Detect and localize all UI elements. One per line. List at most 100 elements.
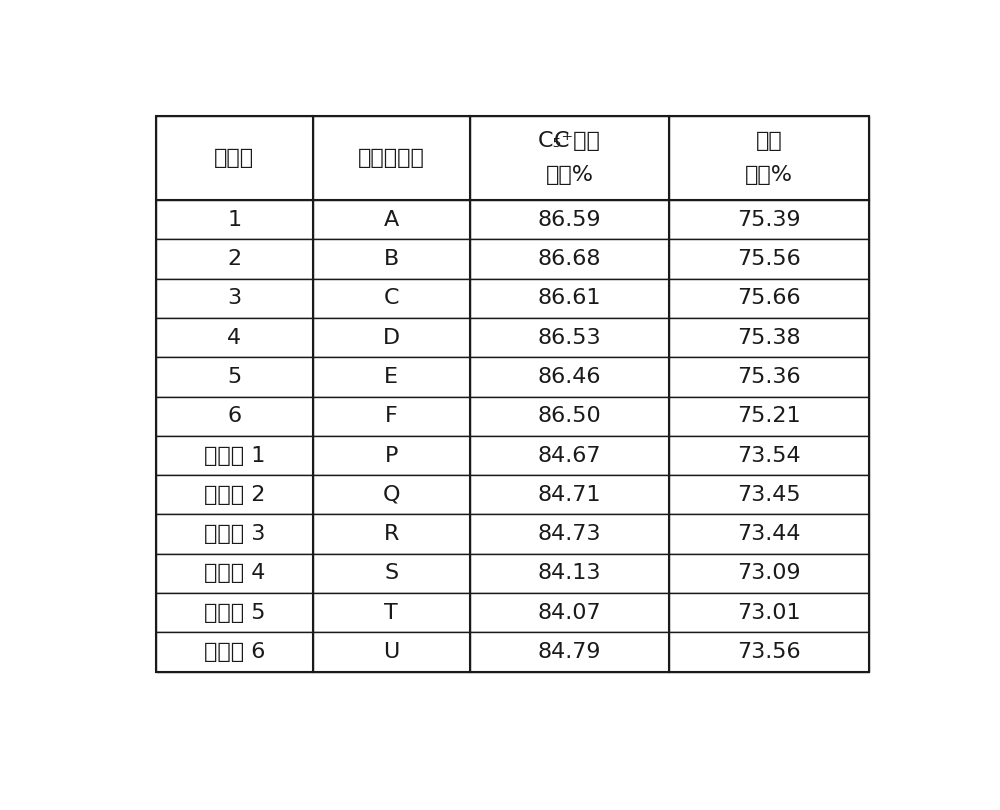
Text: 6: 6 <box>227 407 241 426</box>
Text: P: P <box>385 446 398 466</box>
Text: C: C <box>384 288 399 309</box>
Bar <box>470 475 669 514</box>
Bar <box>313 200 470 240</box>
Bar <box>156 116 869 671</box>
Text: 75.56: 75.56 <box>737 249 801 269</box>
Text: 73.01: 73.01 <box>737 603 801 623</box>
Text: 84.07: 84.07 <box>538 603 601 623</box>
Text: 对比例 1: 对比例 1 <box>204 446 265 466</box>
Bar <box>156 633 313 671</box>
Bar <box>313 318 470 357</box>
Text: 质量%: 质量% <box>546 165 594 185</box>
Bar <box>669 279 869 318</box>
Bar <box>669 633 869 671</box>
Text: 86.50: 86.50 <box>538 407 601 426</box>
Text: 75.39: 75.39 <box>737 210 801 230</box>
Bar <box>470 200 669 240</box>
Bar <box>156 318 313 357</box>
Bar <box>470 357 669 397</box>
Text: 84.13: 84.13 <box>538 564 601 583</box>
Text: 73.09: 73.09 <box>737 564 801 583</box>
Bar <box>156 357 313 397</box>
Text: 86.53: 86.53 <box>538 327 601 347</box>
Text: 75.66: 75.66 <box>737 288 801 309</box>
Text: 75.36: 75.36 <box>737 367 801 387</box>
Bar <box>669 240 869 279</box>
Text: 实施例: 实施例 <box>214 148 254 168</box>
Text: C: C <box>554 131 570 151</box>
Text: T: T <box>384 603 398 623</box>
Text: 对比例 4: 对比例 4 <box>204 564 265 583</box>
Bar <box>470 318 669 357</box>
Text: C₅⁺收率: C₅⁺收率 <box>538 131 601 151</box>
Bar <box>669 554 869 593</box>
Text: 84.71: 84.71 <box>538 485 601 505</box>
Text: 75.21: 75.21 <box>737 407 801 426</box>
Bar <box>313 240 470 279</box>
Text: 2: 2 <box>227 249 241 269</box>
Bar <box>156 514 313 554</box>
Text: 质量%: 质量% <box>745 165 793 185</box>
Bar <box>669 357 869 397</box>
Text: 86.59: 86.59 <box>538 210 601 230</box>
Text: 84.79: 84.79 <box>538 642 601 662</box>
Bar <box>669 593 869 633</box>
Bar <box>156 436 313 475</box>
Text: 3: 3 <box>227 288 241 309</box>
Text: E: E <box>384 367 398 387</box>
Bar <box>156 200 313 240</box>
Bar <box>669 475 869 514</box>
Bar <box>470 593 669 633</box>
Bar <box>313 397 470 436</box>
Text: 73.45: 73.45 <box>737 485 801 505</box>
Bar <box>313 514 470 554</box>
Text: S: S <box>384 564 398 583</box>
Text: 催化剂编号: 催化剂编号 <box>358 148 425 168</box>
Bar <box>156 475 313 514</box>
Bar <box>669 200 869 240</box>
Bar <box>313 357 470 397</box>
Text: 对比例 5: 对比例 5 <box>204 603 265 623</box>
Text: 84.67: 84.67 <box>538 446 601 466</box>
Text: Q: Q <box>383 485 400 505</box>
Text: D: D <box>383 327 400 347</box>
Bar <box>470 279 669 318</box>
Text: A: A <box>384 210 399 230</box>
Text: 86.61: 86.61 <box>538 288 601 309</box>
Bar <box>156 279 313 318</box>
Bar <box>669 514 869 554</box>
Text: U: U <box>383 642 399 662</box>
Bar <box>470 514 669 554</box>
Text: 73.44: 73.44 <box>737 524 801 544</box>
Bar <box>156 116 313 200</box>
Bar <box>156 240 313 279</box>
Text: 5: 5 <box>227 367 242 387</box>
Bar <box>313 633 470 671</box>
Text: 4: 4 <box>227 327 241 347</box>
Bar <box>470 633 669 671</box>
Text: 73.56: 73.56 <box>737 642 801 662</box>
Bar <box>313 279 470 318</box>
Text: 75.38: 75.38 <box>737 327 801 347</box>
Bar <box>470 436 669 475</box>
Text: 84.73: 84.73 <box>538 524 601 544</box>
Text: 芳含: 芳含 <box>756 131 783 151</box>
Bar <box>313 554 470 593</box>
Bar <box>156 554 313 593</box>
Text: 对比例 2: 对比例 2 <box>204 485 265 505</box>
Text: 73.54: 73.54 <box>737 446 801 466</box>
Text: 86.46: 86.46 <box>538 367 601 387</box>
Text: 86.68: 86.68 <box>538 249 601 269</box>
Bar <box>156 397 313 436</box>
Bar <box>313 593 470 633</box>
Text: R: R <box>384 524 399 544</box>
Bar <box>470 116 669 200</box>
Bar <box>156 593 313 633</box>
Text: 对比例 3: 对比例 3 <box>204 524 265 544</box>
Text: 1: 1 <box>227 210 241 230</box>
Bar <box>313 475 470 514</box>
Bar <box>669 318 869 357</box>
Bar <box>470 397 669 436</box>
Bar <box>470 240 669 279</box>
Text: 对比例 6: 对比例 6 <box>204 642 265 662</box>
